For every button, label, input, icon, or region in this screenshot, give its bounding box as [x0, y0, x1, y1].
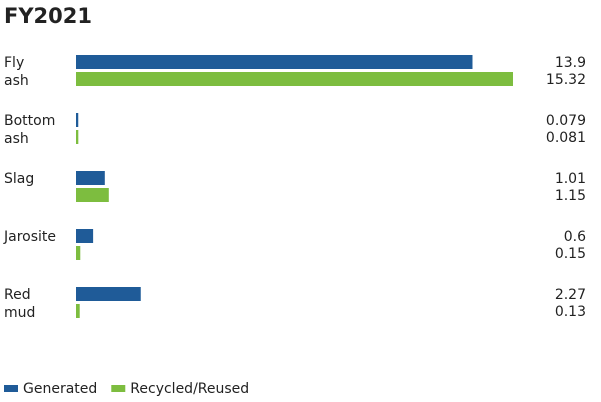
category-label: Red mud [4, 287, 36, 321]
value-label: 13.9 [555, 55, 586, 71]
value-label: 0.15 [555, 246, 586, 262]
legend-label: Recycled/Reused [130, 381, 249, 397]
bar [76, 188, 109, 202]
value-label: 0.081 [546, 130, 586, 146]
legend-swatch [4, 385, 18, 392]
value-label: 0.13 [555, 304, 586, 320]
bar [76, 287, 141, 301]
bar [76, 229, 94, 243]
value-label: 0.079 [546, 113, 586, 129]
category-label: Jarosite [4, 229, 57, 245]
legend-label: Generated [23, 381, 97, 397]
bar [76, 246, 81, 260]
bar [76, 72, 513, 86]
bar [76, 304, 80, 318]
value-label: 1.01 [555, 171, 586, 187]
category-label: Bottom ash [4, 113, 56, 147]
legend-swatch [111, 385, 126, 392]
bar [76, 55, 473, 69]
bar [76, 171, 105, 185]
bar [76, 113, 79, 127]
category-label: Slag [4, 171, 35, 187]
value-label: 2.27 [555, 287, 586, 303]
value-label: 0.6 [564, 229, 586, 245]
value-label: 15.32 [546, 72, 586, 88]
bar [76, 130, 79, 144]
chart-title: FY2021 [4, 4, 92, 28]
category-label: Fly ash [4, 55, 29, 89]
value-label: 1.15 [555, 188, 586, 204]
